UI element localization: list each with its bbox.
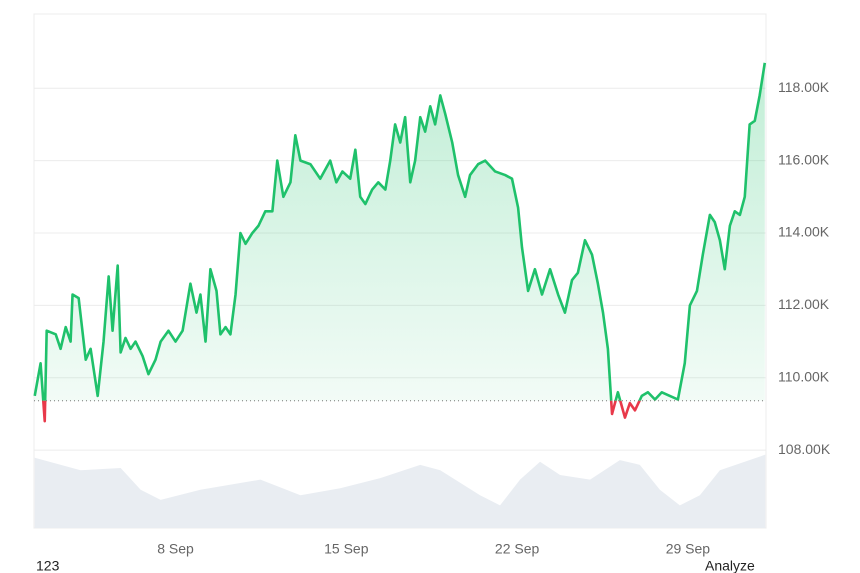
y-tick-label: 108.00K [778,441,831,457]
price-area [34,62,765,401]
footer-left: 123 [36,558,60,573]
x-tick-label: 15 Sep [324,541,369,557]
x-tick-label: 8 Sep [157,541,194,557]
volume-area [34,454,766,528]
y-tick-label: 116.00K [778,151,830,167]
y-tick-label: 110.00K [778,368,830,384]
x-tick-label: 22 Sep [495,541,540,557]
footer-right[interactable]: Analyze [705,558,755,573]
y-tick-label: 118.00K [778,79,830,95]
x-tick-label: 29 Sep [666,541,711,557]
y-tick-label: 114.00K [778,224,830,240]
y-tick-label: 112.00K [778,296,830,312]
price-line-up [33,62,767,401]
